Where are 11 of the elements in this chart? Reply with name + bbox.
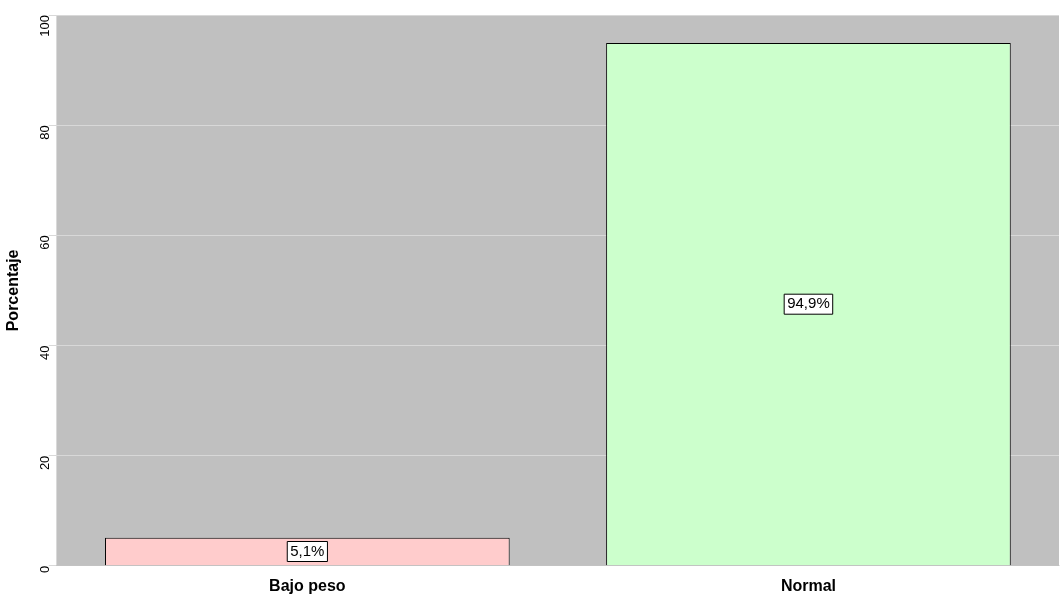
y-tick-label: 60 xyxy=(37,235,53,250)
y-tick-label: 100 xyxy=(37,15,53,37)
y-tick-label: 80 xyxy=(37,125,53,140)
y-tick-label: 0 xyxy=(37,565,53,574)
x-tick-label: Normal xyxy=(780,576,837,594)
data-label: 94,9% xyxy=(787,294,830,312)
y-axis-title: Porcentaje xyxy=(4,249,22,332)
data-label: 5,1% xyxy=(290,541,325,559)
y-tick-label: 20 xyxy=(37,455,53,471)
x-tick-label: Bajo peso xyxy=(269,576,346,594)
y-tick-label: 40 xyxy=(37,345,53,360)
